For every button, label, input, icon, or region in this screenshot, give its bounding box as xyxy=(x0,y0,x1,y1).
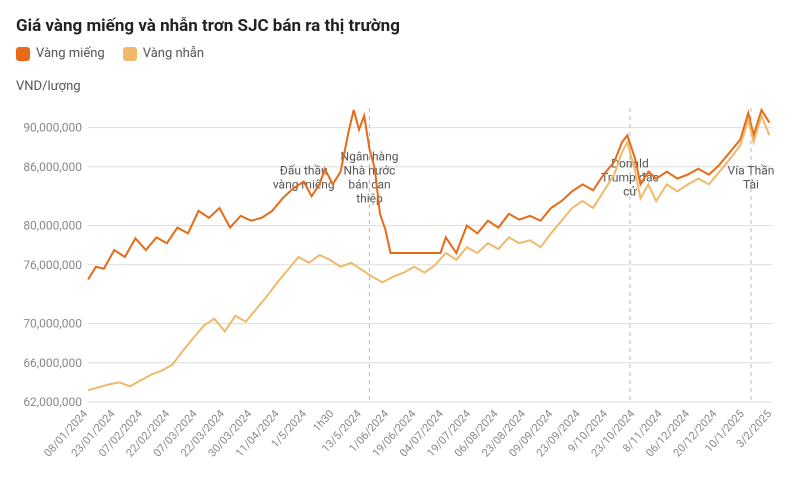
chart-area: 62,000,000 66,000,000 70,000,000 76,000,000… xyxy=(16,100,784,480)
swatch-series1 xyxy=(16,47,30,61)
annotation-text: Nhà nước xyxy=(344,164,396,178)
annotation-text: bán can xyxy=(348,178,390,192)
legend-label-series2: Vàng nhẫn xyxy=(143,46,204,61)
y-tick-label: 86,000,000 xyxy=(23,160,82,174)
y-tick-label: 80,000,000 xyxy=(23,219,82,233)
annotation-text: Tài xyxy=(743,178,759,192)
annotation-text: cử xyxy=(623,185,637,199)
y-axis-label: VND/lượng xyxy=(16,79,784,94)
y-tick-label: 62,000,000 xyxy=(23,395,82,409)
line-chart-svg: 62,000,000 66,000,000 70,000,000 76,000,000… xyxy=(16,100,784,480)
legend-item-series1: Vàng miếng xyxy=(16,46,105,61)
annotation-text: Vía Thần xyxy=(728,164,775,178)
y-tick-label: 66,000,000 xyxy=(23,356,82,370)
legend: Vàng miếng Vàng nhẫn xyxy=(16,46,784,61)
annotation-text: Đấu thầu xyxy=(280,164,328,178)
series-line xyxy=(88,110,769,280)
y-tick-label: 70,000,000 xyxy=(23,317,82,331)
annotation-text: vàng miếng xyxy=(273,178,335,192)
y-tick-label: 76,000,000 xyxy=(23,258,82,272)
legend-item-series2: Vàng nhẫn xyxy=(123,46,204,61)
legend-label-series1: Vàng miếng xyxy=(36,46,105,61)
chart-title: Giá vàng miếng và nhẫn trơn SJC bán ra t… xyxy=(16,16,784,36)
swatch-series2 xyxy=(123,47,137,61)
y-tick-label: 90,000,000 xyxy=(23,121,82,135)
